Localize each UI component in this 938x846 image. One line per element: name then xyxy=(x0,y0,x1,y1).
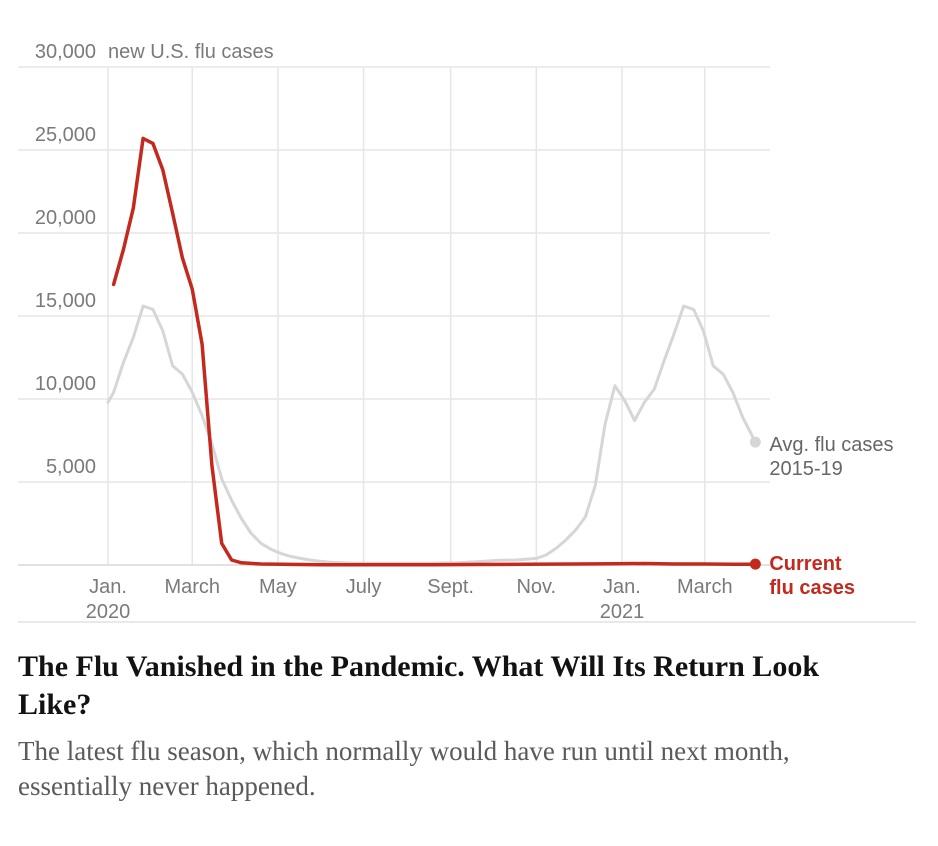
x-tick-year-label: 2021 xyxy=(600,601,645,623)
flu-cases-chart: 5,000 10,000 15,000 20,000 25,000 30,000 new U… xyxy=(18,41,916,623)
series-end-dot-avg xyxy=(749,436,761,448)
series-line-avg xyxy=(106,304,757,565)
headline[interactable]: The Flu Vanished in the Pandemic. What W… xyxy=(18,650,820,721)
x-tick-label: Sept. xyxy=(427,576,474,598)
series-line-current xyxy=(111,136,758,567)
series-label-current: flu cases xyxy=(769,577,855,599)
x-tick-label: Jan. xyxy=(89,576,127,598)
x-tick-label: Jan. xyxy=(603,576,641,598)
x-tick-label: March xyxy=(164,576,220,598)
y-tick-label: 25,000 xyxy=(35,124,96,146)
series-label-avg: 2015-19 xyxy=(769,458,842,480)
x-tick-label: Nov. xyxy=(516,576,556,598)
x-tick-label: March xyxy=(677,576,733,598)
summary: The latest flu season, which normally wo… xyxy=(18,736,790,801)
x-tick-year-label: 2020 xyxy=(86,601,131,623)
series-end-dot-current xyxy=(749,558,761,570)
y-axis-unit-label: new U.S. flu cases xyxy=(108,41,274,63)
series-label-current: Current xyxy=(769,553,842,575)
x-tick-label: May xyxy=(259,576,297,598)
y-tick-label: 10,000 xyxy=(35,373,96,395)
y-tick-label: 5,000 xyxy=(46,456,96,478)
series-label-avg: Avg. flu cases xyxy=(769,434,893,456)
x-tick-label: July xyxy=(346,576,382,598)
y-tick-label: 15,000 xyxy=(35,290,96,312)
y-tick-label: 20,000 xyxy=(35,207,96,229)
y-tick-label: 30,000 xyxy=(35,41,96,63)
